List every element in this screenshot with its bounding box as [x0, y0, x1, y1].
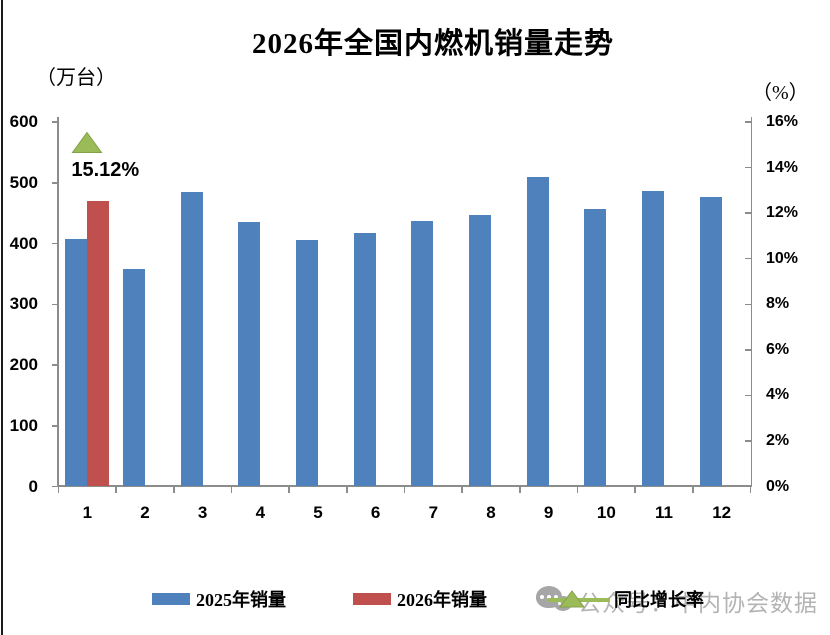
y-axis-right-tick: [744, 257, 751, 260]
growth-value-label: 15.12%: [71, 159, 140, 182]
x-axis-tick: [749, 486, 752, 493]
legend-swatch-2025: [152, 593, 190, 605]
y-axis-right-label: 2%: [766, 431, 790, 449]
left-border-line: [1, 0, 3, 635]
x-axis-tick: [288, 486, 290, 493]
x-axis-tick: [403, 486, 406, 493]
y-axis-right-label: 0%: [766, 477, 790, 495]
bar-2025年销量-month-8: [469, 214, 491, 487]
bar-2025年销量-month-7: [411, 221, 434, 487]
y-axis-left-tick: [51, 242, 59, 245]
x-axis-month-label: 11: [655, 503, 673, 522]
legend-item-growth: 同比增长率: [548, 586, 704, 612]
y-axis-right-label: 10%: [766, 249, 799, 267]
x-axis-month-label: 7: [428, 503, 439, 522]
y-axis-right-tick: [744, 440, 751, 442]
bar-2025年销量-month-6: [353, 232, 376, 487]
x-axis-month-label: 8: [486, 503, 496, 522]
triangle-marker-icon: [548, 590, 610, 608]
x-axis-tick: [230, 486, 233, 493]
x-axis-tick: [692, 486, 694, 493]
x-axis-tick: [346, 486, 348, 493]
bar-2025年销量-month-2: [123, 269, 145, 487]
x-axis-tick: [576, 486, 579, 493]
watermark-text: 公众号：中内协会数据: [578, 590, 818, 616]
x-axis-month-label: 4: [255, 503, 266, 522]
y-axis-left-label: 500: [9, 172, 38, 192]
y-axis-right: [750, 117, 752, 487]
bar-2025年销量-month-3: [180, 192, 203, 487]
y-axis-right-tick: [744, 303, 751, 305]
x-axis-tick: [115, 486, 117, 493]
y-axis-right-label: 16%: [766, 113, 799, 130]
y-axis-right-label: 12%: [766, 204, 799, 222]
y-axis-left-label: 600: [9, 112, 38, 131]
bar-2025年销量-month-1: [65, 238, 88, 487]
y-axis-left-label: 400: [9, 233, 38, 253]
y-axis-left-tick: [51, 485, 59, 488]
watermark: 公众号：中内协会数据: [536, 583, 818, 619]
x-axis-month-label: 12: [712, 503, 732, 522]
legend-triangle-icon: [559, 590, 585, 608]
legend-label-2026: 2026年销量: [397, 590, 487, 610]
y-axis-left-tick: [51, 425, 59, 427]
legend-label-2025: 2025年销量: [196, 590, 286, 610]
x-axis-tick: [519, 486, 521, 493]
y-axis-left-label: 100: [9, 415, 38, 435]
y-axis-right-tick: [744, 394, 751, 397]
legend-item-2026: 2026年销量: [353, 586, 487, 612]
bar-2025年销量-month-11: [642, 190, 664, 487]
x-axis-tick: [57, 486, 60, 493]
legend-swatch-2026: [353, 593, 391, 605]
bar-2026年销量-month-1: [87, 200, 110, 487]
x-axis-month-label: 2: [140, 503, 150, 522]
y-axis-right-tick: [744, 121, 751, 123]
y-axis-right-label: 6%: [766, 340, 790, 358]
x-axis-month-label: 3: [197, 503, 208, 522]
y-axis-left-tick: [51, 303, 59, 305]
y-axis-left-label: 0: [28, 476, 38, 496]
left-axis-unit: （万台）: [36, 67, 116, 89]
x-axis-month-label: 9: [543, 503, 554, 522]
y-axis-left-label: 300: [9, 294, 38, 314]
x-axis-tick: [634, 486, 636, 493]
y-axis-right-label: 8%: [766, 295, 790, 313]
x-axis-tick: [173, 486, 175, 493]
y-axis-right-tick: [744, 485, 751, 488]
y-axis-left-tick: [51, 182, 59, 184]
y-axis-left-tick: [51, 364, 59, 366]
y-axis-right-label: 4%: [766, 386, 790, 404]
y-axis-left-label: 200: [9, 355, 38, 374]
y-axis-left-tick: [51, 121, 59, 123]
y-axis-left: [57, 117, 59, 487]
bar-2025年销量-month-5: [296, 240, 318, 487]
bar-2025年销量-month-10: [584, 209, 607, 487]
growth-triangle-marker: [71, 131, 103, 153]
x-axis-month-label: 1: [82, 503, 93, 522]
x-axis: [57, 485, 752, 487]
legend: 2025年销量 2026年销量 同比增长率: [0, 584, 830, 618]
legend-item-2025: 2025年销量: [152, 586, 286, 612]
x-axis-month-label: 6: [370, 503, 381, 522]
x-axis-month-label: 10: [596, 503, 616, 522]
x-axis-tick: [461, 486, 463, 493]
legend-label-growth: 同比增长率: [614, 590, 704, 610]
right-axis-unit: （%）: [752, 82, 809, 104]
bar-2025年销量-month-9: [526, 177, 549, 487]
bar-2025年销量-month-12: [699, 196, 722, 487]
y-axis-right-tick: [744, 349, 751, 351]
chart-title: 2026年全国内燃机销量走势: [251, 28, 614, 60]
x-axis-month-label: 5: [313, 503, 323, 522]
y-axis-right-label: 14%: [766, 158, 799, 176]
bar-2025年销量-month-4: [238, 222, 261, 487]
y-axis-right-tick: [744, 212, 751, 214]
y-axis-right-tick: [744, 166, 751, 169]
